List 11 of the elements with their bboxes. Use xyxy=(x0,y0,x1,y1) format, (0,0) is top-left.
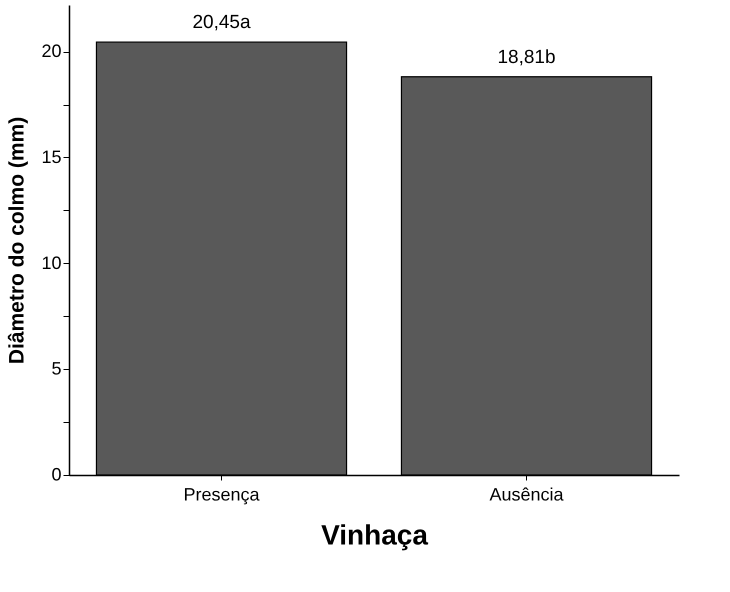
y-tick-label: 5 xyxy=(51,358,62,379)
y-tick-label: 0 xyxy=(51,464,62,484)
y-tick-label: 10 xyxy=(41,252,62,273)
x-tick-label: Presença xyxy=(183,484,261,504)
y-tick-label: 15 xyxy=(41,146,62,167)
data-label: 20,45a xyxy=(192,12,251,34)
x-tick-label: Ausência xyxy=(489,484,565,504)
y-axis-title: Diâmetro do colmo (mm) xyxy=(5,116,28,364)
data-label: 18,81b xyxy=(497,46,556,68)
y-tick-label: 20 xyxy=(41,41,62,62)
x-axis-title: Vinhaça xyxy=(321,520,428,550)
